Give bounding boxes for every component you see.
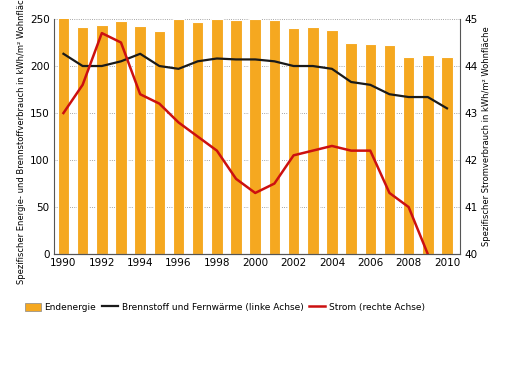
Bar <box>96 25 108 254</box>
Bar <box>364 45 375 254</box>
Bar <box>134 26 145 254</box>
Bar <box>383 45 394 254</box>
Bar <box>58 8 69 254</box>
Bar <box>172 19 184 254</box>
Bar <box>440 57 452 254</box>
Bar <box>421 55 433 254</box>
Bar <box>211 19 222 254</box>
Bar <box>345 43 356 254</box>
Bar <box>191 22 203 254</box>
Legend: Endenergie, Brennstoff und Fernwärme (linke Achse), Strom (rechte Achse): Endenergie, Brennstoff und Fernwärme (li… <box>21 299 427 315</box>
Bar <box>115 21 126 254</box>
Bar <box>230 20 241 254</box>
Y-axis label: Spezifischer Stromverbrauch in kWh/m² Wohnfläche: Spezifischer Stromverbrauch in kWh/m² Wo… <box>481 27 490 247</box>
Bar <box>154 31 165 254</box>
Bar <box>287 29 299 254</box>
Bar <box>326 30 337 254</box>
Y-axis label: Spezifischer Energie- und Brennstoffverbrauch in kWh/m² Wohnfläche: Spezifischer Energie- und Brennstoffverb… <box>17 0 26 284</box>
Bar <box>268 20 280 254</box>
Bar <box>307 27 318 254</box>
Bar <box>249 19 261 254</box>
Bar <box>402 57 414 254</box>
Bar <box>77 27 88 254</box>
